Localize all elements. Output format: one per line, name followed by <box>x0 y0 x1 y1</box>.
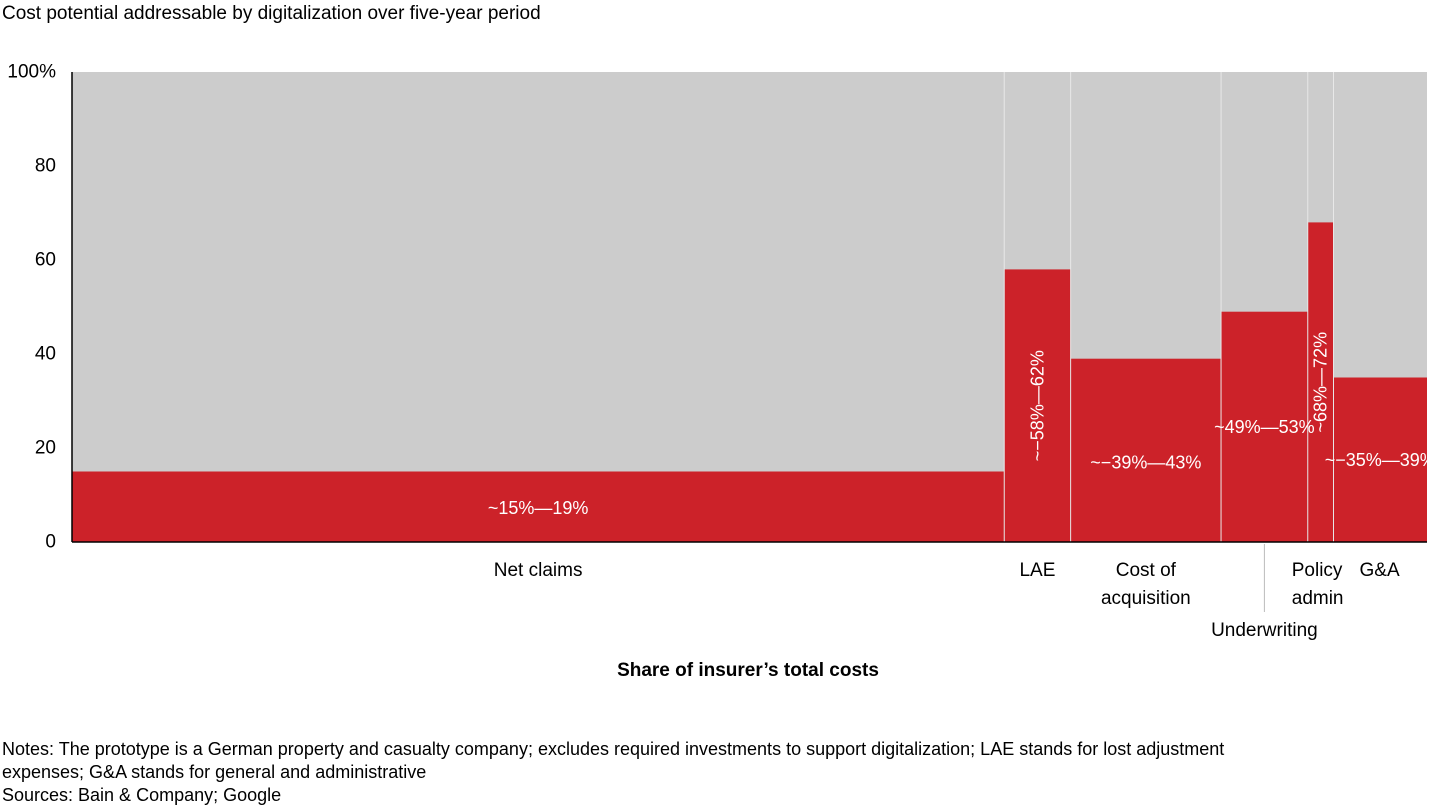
category-labels: Net claims LAE Cost of acquisition Underwrit… <box>494 544 1400 641</box>
marimekko-chart: 0 20 40 60 80 100% ~15%—19% ~−58%—62% ~−39%—43%… <box>7 61 1436 681</box>
axes: 0 20 40 60 80 100% <box>7 62 1427 553</box>
notes: Notes: The prototype is a German propert… <box>2 738 1402 807</box>
y-tick-label-20: 20 <box>35 438 56 459</box>
column-dividers <box>1003 72 1335 542</box>
category-label-0: Net claims <box>494 560 583 581</box>
category-label-2: Cost of acquisition <box>1101 560 1191 609</box>
data-label-1: ~−58%—62% <box>1027 350 1047 461</box>
notes-line-2: expenses; G&A stands for general and adm… <box>2 762 427 782</box>
addressable-bars <box>72 222 1427 542</box>
data-label-0: ~15%—19% <box>488 498 589 518</box>
y-tick-label-100: 100% <box>7 62 56 83</box>
y-tick-label-40: 40 <box>35 344 56 365</box>
bar-5 <box>1333 377 1427 542</box>
data-label-3: ~49%—53% <box>1214 417 1315 437</box>
bar-4 <box>1307 222 1334 542</box>
category-label-5: G&A <box>1360 560 1400 581</box>
bar-3 <box>1221 311 1308 542</box>
bar-0 <box>72 471 1005 542</box>
notes-line-1: Notes: The prototype is a German propert… <box>2 739 1225 759</box>
y-tick-label-60: 60 <box>35 250 56 271</box>
chart-title: Cost potential addressable by digitaliza… <box>2 3 541 24</box>
data-label-4: ~68%—72% <box>1311 332 1331 433</box>
data-labels: ~15%—19% ~−58%—62% ~−39%—43% ~49%—53%~68%—7… <box>488 332 1436 518</box>
data-label-2: ~−39%—43% <box>1090 452 1201 472</box>
category-label-4: Policy admin <box>1292 560 1344 609</box>
bar-2 <box>1070 358 1222 542</box>
y-tick-label-80: 80 <box>35 156 56 177</box>
y-tick-label-0: 0 <box>45 532 56 553</box>
data-label-5: ~−35%—39% <box>1325 450 1436 470</box>
bar-1 <box>1004 269 1071 542</box>
category-label-3: Underwriting <box>1211 620 1318 641</box>
sources-line: Sources: Bain & Company; Google <box>2 785 282 805</box>
category-label-1: LAE <box>1019 560 1055 581</box>
x-axis-label: Share of insurer’s total costs <box>617 660 879 681</box>
